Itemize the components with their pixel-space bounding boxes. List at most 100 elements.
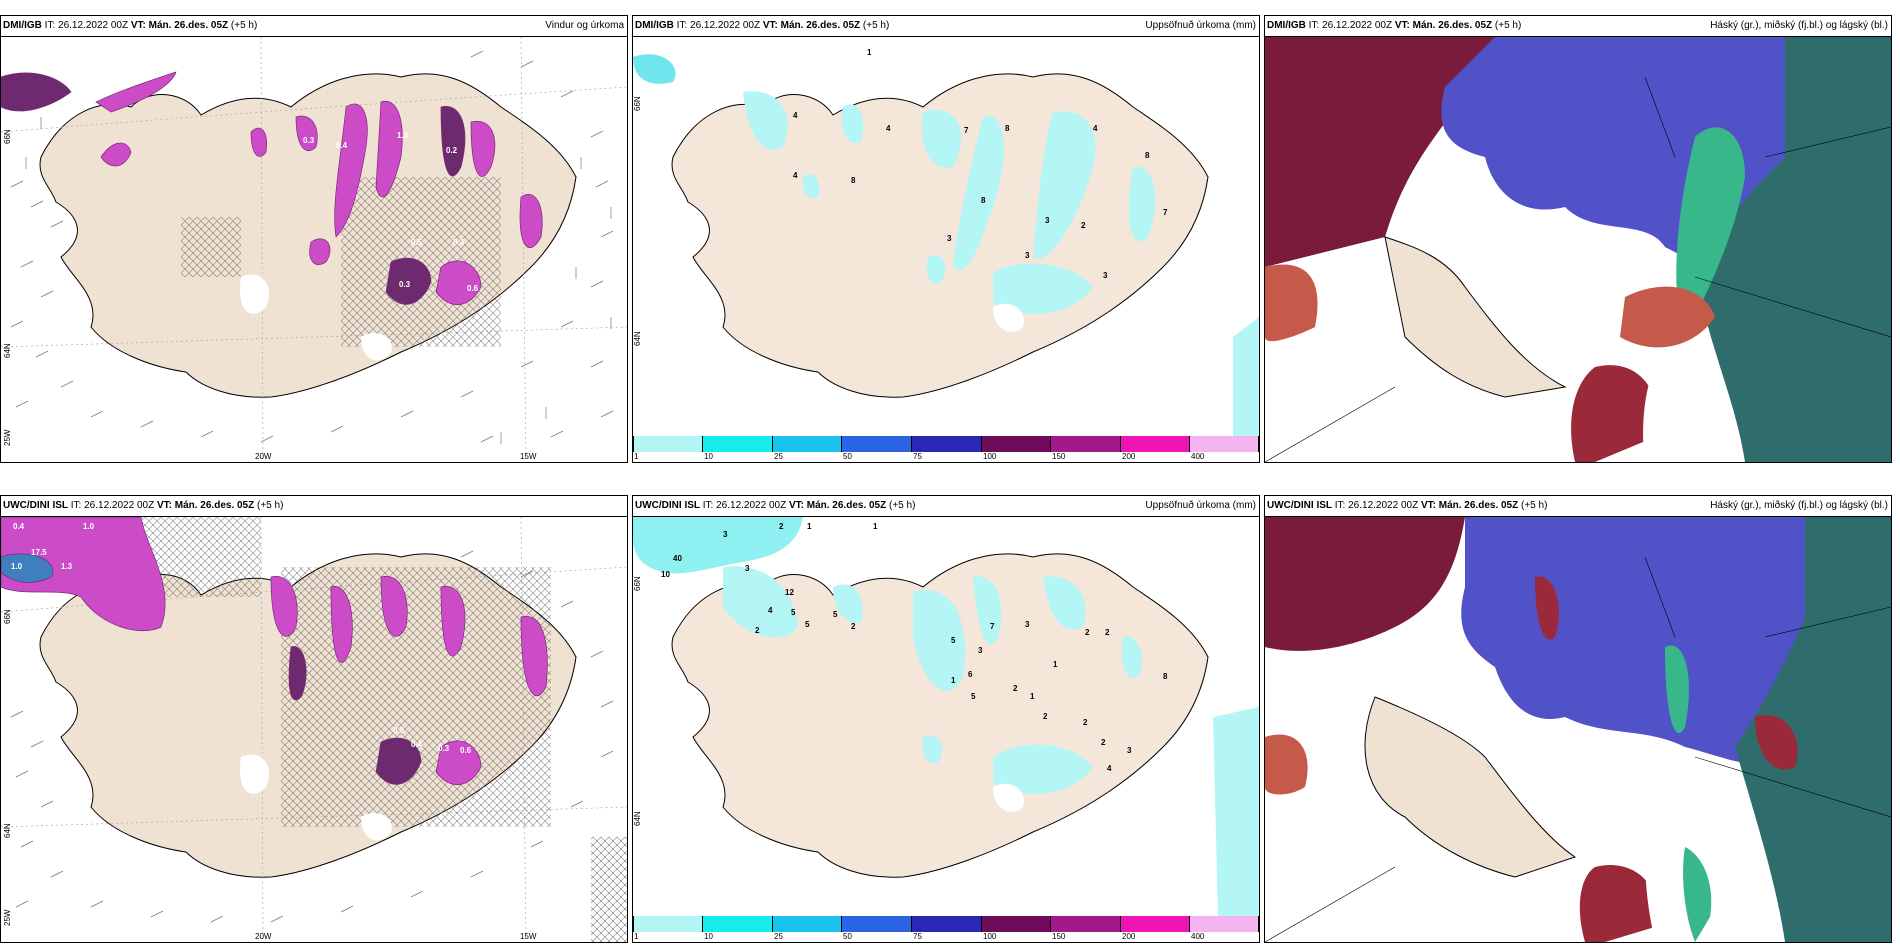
precip-label: 3 (745, 564, 750, 573)
precip-value: 0.4 (13, 522, 25, 531)
precip-label: 4 (768, 606, 773, 615)
panel-title: Háský (gr.), miðský (fj.bl.) og lágský (… (1710, 20, 1888, 31)
precip-label: 3 (723, 530, 728, 539)
colorbar-tick: 100 (983, 452, 997, 461)
clouds-map (1265, 517, 1891, 942)
panel-precip-accum-dmi: DMI/IGB IT: 26.12.2022 00Z VT: Mán. 26.d… (632, 15, 1260, 463)
panel-header: DMI/IGB IT: 26.12.2022 00Z VT: Mán. 26.d… (1265, 16, 1891, 37)
model-name: DMI/IGB (635, 20, 674, 31)
precip-value: 0.3 (303, 136, 315, 145)
panel-header: DMI/IGB IT: 26.12.2022 00Z VT: Mán. 26.d… (633, 16, 1259, 37)
lat-label-64: 64N (3, 823, 12, 838)
precip-label: 4 (793, 171, 798, 180)
precip-value: 17.5 (31, 548, 47, 557)
colorbar-tick: 10 (704, 452, 713, 461)
panel-title: Vindur og úrkoma (545, 20, 624, 31)
precip-label: 4 (793, 111, 798, 120)
precip-value: 0.4 (336, 141, 348, 150)
precip-value: 0.3 (399, 280, 411, 289)
lon-label-20: 20W (255, 932, 272, 941)
colorbar-tick: 75 (913, 452, 922, 461)
precip-label: 2 (1043, 712, 1048, 721)
lat-label-66: 66N (3, 129, 12, 144)
lon-label-25: 25W (3, 909, 12, 926)
colorbar-tick: 75 (913, 932, 922, 941)
lat-label-64: 64N (633, 811, 642, 826)
model-name: DMI/IGB (3, 20, 42, 31)
colorbar-tick: 25 (774, 932, 783, 941)
precip-label: 1 (951, 676, 956, 685)
colorbar-swatch (703, 916, 773, 932)
precip-label: 2 (1081, 221, 1086, 230)
lon-label-15: 15W (520, 452, 537, 461)
colorbar-swatch (773, 436, 842, 452)
model-name: UWC/DINI ISL (3, 500, 68, 511)
precip-label: 1 (807, 522, 812, 531)
precip-label: 12 (785, 588, 794, 597)
precip-label: 8 (1163, 672, 1168, 681)
precip-label: 3 (1025, 251, 1030, 260)
precip-label: 40 (673, 554, 682, 563)
colorbar-tick: 400 (1191, 452, 1205, 461)
precip-label: 4 (1107, 764, 1112, 773)
precip-label: 10 (661, 570, 670, 579)
colorbar-swatch (912, 436, 982, 452)
clouds-map (1265, 37, 1891, 462)
lon-label-20: 20W (255, 452, 272, 461)
lat-label-64: 64N (633, 331, 642, 346)
colorbar-swatch (1051, 436, 1121, 452)
panel-clouds-dmi: DMI/IGB IT: 26.12.2022 00Z VT: Mán. 26.d… (1264, 15, 1892, 463)
precip-label: 2 (1013, 684, 1018, 693)
precip-label: 2 (779, 522, 784, 531)
colorbar-swatch (1051, 916, 1121, 932)
precip-label: 1 (867, 48, 872, 57)
colorbar-swatch (703, 436, 773, 452)
colorbar: 1 10 25 50 75 100 150 200 400 (633, 916, 1259, 942)
precip-value: 1.0 (83, 522, 95, 531)
lon-label-25: 25W (3, 429, 12, 446)
wind-map (1, 517, 627, 942)
precip-value: 1.0 (11, 562, 23, 571)
lat-label-64: 64N (3, 343, 12, 358)
colorbar-swatch (1190, 916, 1259, 932)
precip-label: 5 (971, 692, 976, 701)
panel-header: UWC/DINI ISL IT: 26.12.2022 00Z VT: Mán.… (1, 496, 627, 517)
precip-label: 8 (1145, 151, 1150, 160)
colorbar-tick: 25 (774, 452, 783, 461)
precip-label: 7 (964, 126, 969, 135)
precip-label: 2 (1105, 628, 1110, 637)
precip-map (633, 517, 1259, 922)
precip-label: 3 (1127, 746, 1132, 755)
precip-label: 7 (1163, 208, 1168, 217)
model-name: UWC/DINI ISL (635, 500, 700, 511)
precip-label: 3 (1025, 620, 1030, 629)
panel-header: DMI/IGB IT: 26.12.2022 00Z VT: Mán. 26.d… (1, 16, 627, 37)
panel-wind-precip-dmi: DMI/IGB IT: 26.12.2022 00Z VT: Mán. 26.d… (0, 15, 628, 463)
precip-value: 0.3 (393, 726, 405, 735)
lat-label-66: 66N (633, 576, 642, 591)
colorbar-tick: 50 (843, 932, 852, 941)
colorbar-swatch (633, 916, 703, 932)
panel-title: Uppsöfnuð úrkoma (mm) (1145, 20, 1256, 31)
model-name: DMI/IGB (1267, 20, 1306, 31)
precip-shading (1, 71, 543, 306)
panel-wind-precip-uwc: UWC/DINI ISL IT: 26.12.2022 00Z VT: Mán.… (0, 495, 628, 943)
colorbar-swatch (912, 916, 982, 932)
precip-label: 2 (1085, 628, 1090, 637)
precip-value: 1.3 (61, 562, 73, 571)
precip-value: 0.6 (460, 746, 472, 755)
precip-value: 1.3 (397, 131, 409, 140)
colorbar-swatch (773, 916, 842, 932)
precip-value: 0.6 (467, 284, 479, 293)
colorbar-swatch (982, 916, 1051, 932)
precip-label: 5 (791, 608, 796, 617)
precip-label: 3 (947, 234, 952, 243)
colorbar-swatch (1190, 436, 1259, 452)
panel-title: Háský (gr.), miðský (fj.bl.) og lágský (… (1710, 500, 1888, 511)
panel-header: UWC/DINI ISL IT: 26.12.2022 00Z VT: Mán.… (1265, 496, 1891, 517)
colorbar-swatch (633, 436, 703, 452)
colorbar-tick: 50 (843, 452, 852, 461)
colorbar-tick: 100 (983, 932, 997, 941)
panel-title: Uppsöfnuð úrkoma (mm) (1145, 500, 1256, 511)
precip-label: 2 (851, 622, 856, 631)
